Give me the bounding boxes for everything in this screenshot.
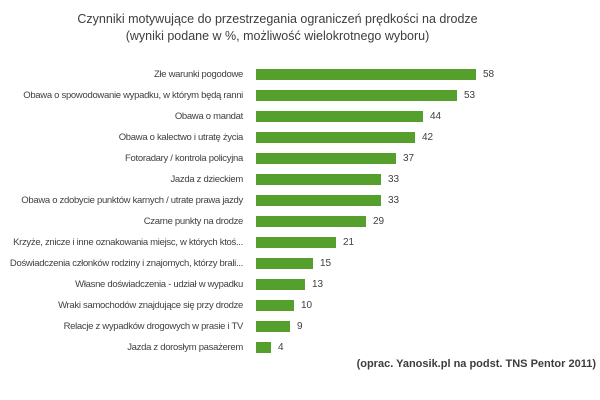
value-label: 15: [320, 258, 332, 269]
category-label: Fotoradary / kontrola policyjna: [125, 153, 243, 164]
bar-row: Obawa o mandat 44: [0, 106, 600, 127]
bar-row: Fotoradary / kontrola policyjna 37: [0, 148, 600, 169]
chart-title: Czynniki motywujące do przestrzegania og…: [0, 11, 555, 45]
value-label: 44: [430, 111, 442, 122]
bar: [256, 132, 415, 143]
bar: [256, 69, 476, 80]
bar-row: Wraki samochodów znajdujące się przy dro…: [0, 295, 600, 316]
category-label: Obawa o spowodowanie wypadku, w którym b…: [23, 90, 243, 101]
bar: [256, 90, 457, 101]
category-label: Obawa o kalectwo i utratę życia: [118, 132, 244, 143]
bar-row: Doświadczenia członków rodziny i znajomy…: [0, 253, 600, 274]
bar-rows: Złe warunki pogodowe 58 Obawa o spowodowan…: [0, 64, 600, 358]
value-label: 53: [464, 90, 476, 101]
value-label: 42: [422, 132, 434, 143]
bar: [256, 174, 381, 185]
value-label: 21: [343, 237, 355, 248]
category-label: Obawa o zdobycie punktów karnych / utrat…: [21, 195, 243, 206]
bar-row: Jazda z dzieckiem 33: [0, 169, 600, 190]
bar: [256, 237, 336, 248]
value-label: 9: [297, 321, 303, 332]
category-label: Wraki samochodów znajdujące się przy dro…: [58, 300, 243, 311]
bar: [256, 153, 396, 164]
category-label: Czarne punkty na drodze: [143, 216, 244, 227]
category-label: Krzyże, znicze i inne oznakowania miejsc…: [13, 237, 243, 248]
bar-row: Obawa o kalectwo i utratę życia 42: [0, 127, 600, 148]
bar-row: Krzyże, znicze i inne oznakowania miejsc…: [0, 232, 600, 253]
bar: [256, 111, 423, 122]
source-note: (oprac. Yanosik.pl na podst. TNS Pentor …: [356, 358, 596, 370]
bar-row: Złe warunki pogodowe 58: [0, 64, 600, 85]
chart-title-line1: Czynniki motywujące do przestrzegania og…: [77, 12, 478, 26]
bar-row: Własne doświadczenia - udział w wypadku 1…: [0, 274, 600, 295]
bar-row: Relacje z wypadków drogowych w prasie i …: [0, 316, 600, 337]
value-label: 29: [373, 216, 385, 227]
bar-row: Obawa o spowodowanie wypadku, w którym b…: [0, 85, 600, 106]
bar: [256, 258, 313, 269]
bar: [256, 216, 366, 227]
bar: [256, 342, 271, 353]
value-label: 10: [301, 300, 313, 311]
category-label: Doświadczenia członków rodziny i znajomy…: [9, 258, 243, 269]
bar-row: Jazda z dorosłym pasażerem 4: [0, 337, 600, 358]
bar: [256, 300, 294, 311]
category-label: Jazda z dorosłym pasażerem: [127, 342, 243, 353]
bar-row: Obawa o zdobycie punktów karnych / utrat…: [0, 190, 600, 211]
category-label: Własne doświadczenia - udział w wypadku: [75, 279, 243, 290]
value-label: 13: [312, 279, 324, 290]
bar: [256, 279, 305, 290]
value-label: 37: [403, 153, 415, 164]
category-label: Obawa o mandat: [174, 111, 243, 122]
value-label: 4: [278, 342, 284, 353]
bar: [256, 321, 290, 332]
category-label: Jazda z dzieckiem: [170, 174, 243, 185]
chart-title-line2: (wyniki podane w %, możliwość wielokrotn…: [125, 29, 430, 43]
category-label: Relacje z wypadków drogowych w prasie i …: [63, 321, 244, 332]
bar-row: Czarne punkty na drodze 29: [0, 211, 600, 232]
value-label: 33: [388, 174, 400, 185]
bar: [256, 195, 381, 206]
value-label: 33: [388, 195, 400, 206]
value-label: 58: [483, 69, 495, 80]
category-label: Złe warunki pogodowe: [153, 69, 243, 80]
